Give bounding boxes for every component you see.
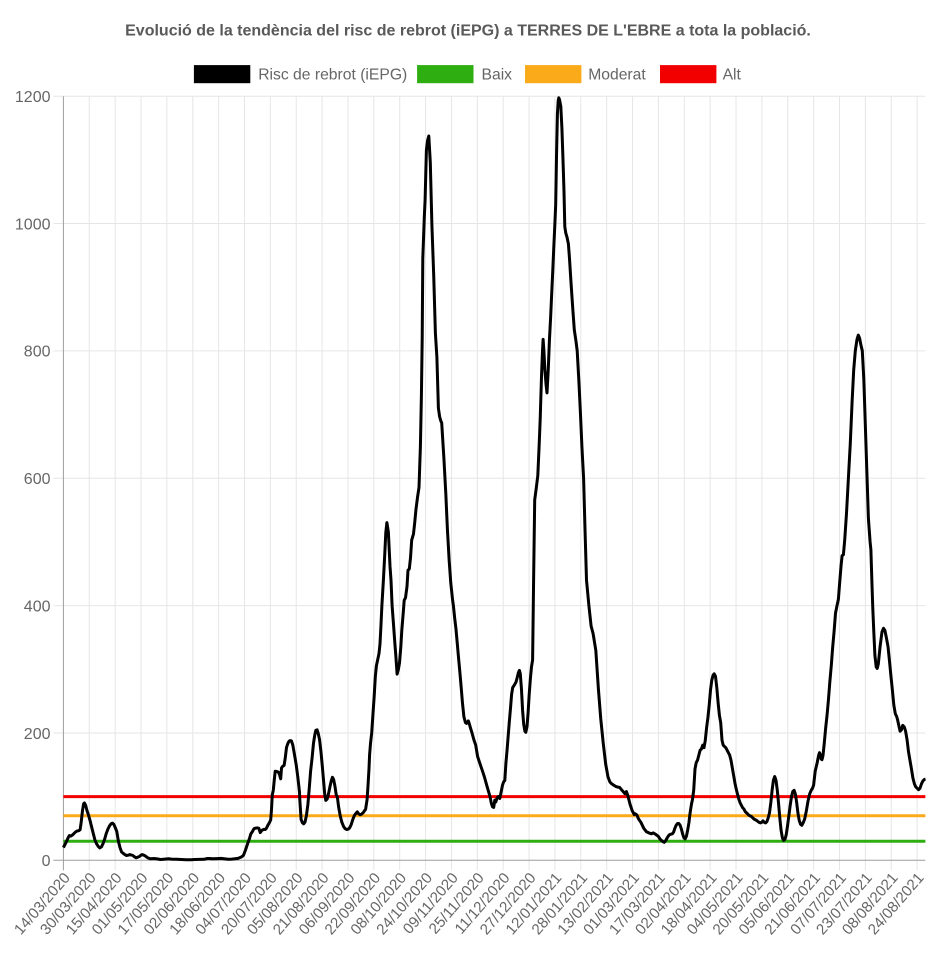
svg-text:1200: 1200 xyxy=(15,89,51,106)
svg-text:Moderat: Moderat xyxy=(588,67,646,84)
svg-text:Risc de rebrot (iEPG): Risc de rebrot (iEPG) xyxy=(258,67,407,84)
svg-text:0: 0 xyxy=(42,853,51,870)
svg-text:200: 200 xyxy=(24,726,51,743)
svg-text:600: 600 xyxy=(24,471,51,488)
svg-text:800: 800 xyxy=(24,344,51,361)
svg-text:400: 400 xyxy=(24,598,51,615)
svg-text:Evolució de la tendència del r: Evolució de la tendència del risc de reb… xyxy=(125,23,811,40)
svg-text:Baix: Baix xyxy=(482,67,513,84)
svg-text:1000: 1000 xyxy=(15,216,51,233)
svg-text:Alt: Alt xyxy=(723,67,742,84)
